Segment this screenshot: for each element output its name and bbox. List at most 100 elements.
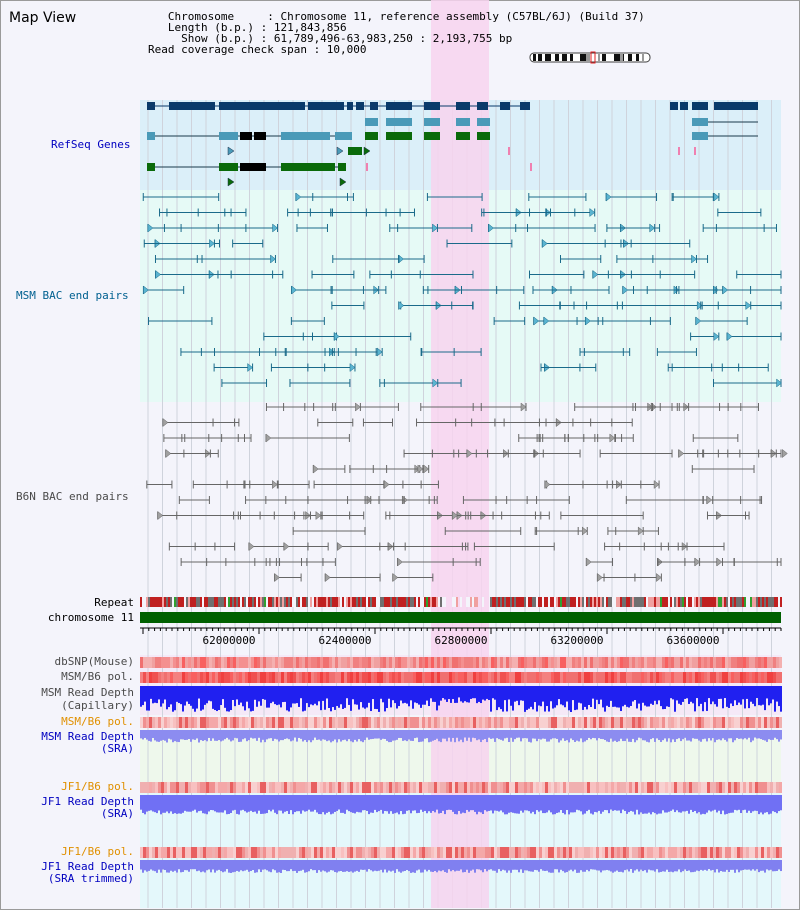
track-label-jf1-depth[interactable]: JF1 Read Depth <box>41 795 134 808</box>
jf1-b6-pol-trimmed-cell <box>395 847 398 858</box>
chromosome-ideogram[interactable] <box>529 51 651 64</box>
jf1-depth-trimmed-bar <box>226 860 228 870</box>
track-label-jf1-depth-trimmed[interactable]: JF1 Read Depth <box>41 860 134 873</box>
repeat-bar <box>702 597 704 607</box>
msm-b6-pol-sra-cell <box>662 717 665 728</box>
jf1-depth-trimmed-bar <box>558 860 560 873</box>
jf1-b6-pol-cell <box>320 782 323 793</box>
track-label-msm-depth-sra[interactable]: MSM Read Depth <box>41 730 134 743</box>
msm-b6-pol-sra-cell <box>197 717 200 728</box>
jf1-b6-pol-cell <box>527 782 530 793</box>
b6n-pair-arrow <box>355 402 361 412</box>
track-label-msm-depth-capillary[interactable]: MSM Read Depth <box>41 686 134 699</box>
msm-depth-cap-bar <box>272 686 274 702</box>
jf1-depth-bar <box>402 795 404 815</box>
msm-depth-cap-bar <box>294 686 296 704</box>
jf1-b6-pol-cell <box>518 782 521 793</box>
msm-depth-sra-bar <box>428 730 430 743</box>
repeat-bar <box>656 597 658 607</box>
jf1-b6-pol-trimmed-cell <box>335 847 338 858</box>
track-label-jf1-b6-pol-trimmed[interactable]: JF1/B6 pol. <box>61 845 134 858</box>
msm-b6-pol-sra-cell <box>464 717 467 728</box>
repeat-bar <box>482 597 484 607</box>
msm-b6-pol-cell <box>350 672 353 683</box>
track-label-msm-bac[interactable]: MSM BAC end pairs <box>16 289 129 302</box>
jf1-depth-bar <box>638 795 640 815</box>
msm-depth-sra-bar <box>636 730 638 741</box>
msm-depth-sra-bar <box>532 730 534 739</box>
msm-b6-pol-sra-cell <box>542 717 545 728</box>
jf1-depth-trimmed-bar <box>492 860 494 871</box>
repeat-bar <box>722 597 724 607</box>
jf1-b6-pol-trimmed-cell <box>275 847 278 858</box>
repeat-bar <box>312 597 314 607</box>
msm-b6-pol-cell <box>557 672 560 683</box>
jf1-depth-bar <box>156 795 158 814</box>
msm-bac-pairs-track[interactable] <box>142 192 782 388</box>
jf1-depth-trimmed-bar <box>536 860 538 871</box>
msm-b6-pol-cell <box>269 672 272 683</box>
jf1-b6-pol-cell <box>734 782 737 793</box>
jf1-depth-bar <box>396 795 398 813</box>
msm-depth-sra-bar <box>578 730 580 742</box>
repeat-bar <box>144 597 146 607</box>
jf1-depth-trimmed-bar <box>258 860 260 870</box>
track-label-refseq[interactable]: RefSeq Genes <box>51 138 131 151</box>
track-label-msm-b6-pol[interactable]: MSM/B6 pol. <box>61 670 134 683</box>
msm-depth-cap-bar <box>236 686 238 700</box>
jf1-depth-bar <box>514 795 516 814</box>
jf1-b6-pol-cell <box>236 782 239 793</box>
msm-depth-cap-bar <box>196 686 198 709</box>
jf1-b6-pol-trimmed-cell <box>566 847 569 858</box>
repeat-bar <box>246 597 248 607</box>
track-label-chromosome[interactable]: chromosome 11 <box>47 611 134 624</box>
jf1-depth-bar <box>480 795 482 813</box>
jf1-depth-bar <box>304 795 306 812</box>
jf1-b6-pol-trimmed-cell <box>242 847 245 858</box>
jf1-depth-trimmed-bar <box>626 860 628 870</box>
msm-b6-pol-cell <box>602 672 605 683</box>
jf1-b6-pol-trimmed-cell <box>179 847 182 858</box>
jf1-depth-trimmed-bar <box>736 860 738 870</box>
msm-depth-cap-bar <box>768 686 770 706</box>
repeat-bar <box>694 597 696 607</box>
track-label-b6n-bac[interactable]: B6N BAC end pairs <box>16 490 129 503</box>
msm-depth-cap-bar <box>244 686 246 711</box>
jf1-depth-bar <box>280 795 282 811</box>
jf1-b6-pol-cell <box>605 782 608 793</box>
msm-depth-cap-bar <box>652 686 654 705</box>
dbsnp-cell <box>587 657 590 668</box>
refseq-genes-track[interactable] <box>147 102 758 187</box>
jf1-depth-trimmed-bar <box>778 860 780 870</box>
jf1-depth-bar <box>206 795 208 815</box>
msm-b6-pol-cell <box>347 672 350 683</box>
jf1-depth-bar <box>552 795 554 815</box>
msm-b6-pol-sra-cell <box>383 717 386 728</box>
gene-exon-block <box>281 163 335 171</box>
jf1-depth-trimmed-bar <box>490 860 492 870</box>
jf1-depth-bar <box>334 795 336 812</box>
repeat-bar <box>198 597 200 607</box>
msm-depth-cap-bar <box>500 686 502 710</box>
msm-depth-sra-bar <box>286 730 288 739</box>
repeat-bar <box>554 597 556 607</box>
jf1-b6-pol-trimmed-cell <box>575 847 578 858</box>
track-label-jf1-depth-trimmed-sub: (SRA trimmed) <box>47 872 134 885</box>
msm-b6-pol-cell <box>152 672 155 683</box>
jf1-b6-pol-cell <box>206 782 209 793</box>
msm-b6-pol-cell <box>245 672 248 683</box>
track-label-repeat[interactable]: Repeat <box>94 596 134 609</box>
msm-depth-cap-bar <box>626 686 628 707</box>
track-label-jf1-b6-pol[interactable]: JF1/B6 pol. <box>61 780 134 793</box>
track-label-msm-b6-pol-sra[interactable]: MSM/B6 pol. <box>61 715 134 728</box>
jf1-depth-trimmed-bar <box>444 860 446 872</box>
msm-depth-cap-bar <box>326 686 328 699</box>
track-label-dbsnp[interactable]: dbSNP(Mouse) <box>54 655 134 668</box>
jf1-depth-bar <box>754 795 756 811</box>
b6n-bac-pairs-track[interactable] <box>146 402 788 583</box>
msm-depth-cap-bar <box>338 686 340 708</box>
repeat-bar <box>720 597 722 607</box>
msm-b6-pol-cell <box>743 672 746 683</box>
jf1-b6-pol-cell <box>575 782 578 793</box>
